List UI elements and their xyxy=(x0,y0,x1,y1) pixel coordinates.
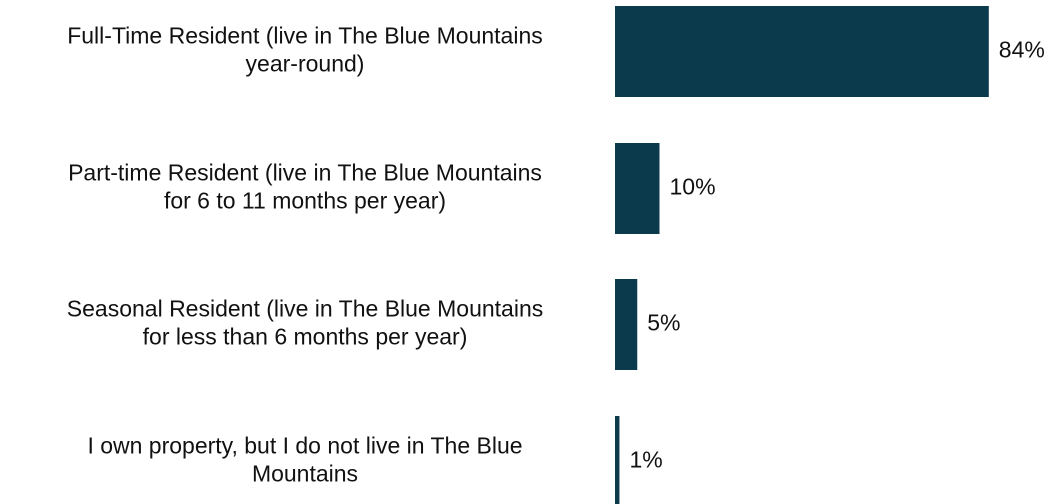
category-label-line: Part-time Resident (live in The Blue Mou… xyxy=(68,160,542,186)
category-label-line: Seasonal Resident (live in The Blue Moun… xyxy=(67,296,543,322)
category-label-2: Part-time Resident (live in The Blue Mou… xyxy=(68,160,542,214)
category-label-line: Full-Time Resident (live in The Blue Mou… xyxy=(67,23,543,49)
bar-4 xyxy=(615,416,620,504)
bar-1 xyxy=(615,6,989,97)
category-label-line: for less than 6 months per year) xyxy=(143,324,468,350)
category-label-4: I own property, but I do not live in The… xyxy=(87,433,522,487)
category-label-1: Full-Time Resident (live in The Blue Mou… xyxy=(67,23,543,77)
bar-3 xyxy=(615,279,638,370)
category-label-line: Mountains xyxy=(252,461,358,487)
category-label-line: for 6 to 11 months per year) xyxy=(164,188,446,214)
category-label-line: year-round) xyxy=(246,51,365,77)
category-label-3: Seasonal Resident (live in The Blue Moun… xyxy=(67,296,543,350)
value-label-2: 10% xyxy=(670,174,716,200)
value-label-1: 84% xyxy=(999,37,1045,63)
bar-2 xyxy=(615,143,660,234)
value-label-4: 1% xyxy=(629,447,662,473)
value-label-3: 5% xyxy=(647,310,680,336)
category-label-line: I own property, but I do not live in The… xyxy=(87,433,522,459)
